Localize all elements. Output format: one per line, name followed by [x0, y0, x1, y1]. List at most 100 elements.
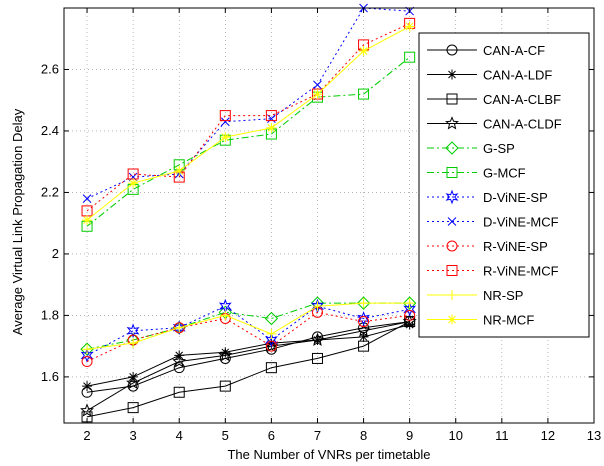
x-tick-label: 3 [130, 428, 137, 443]
legend-label: NR-SP [483, 288, 523, 303]
legend-label: D-ViNE-SP [483, 190, 548, 205]
data-point [219, 380, 231, 392]
data-point [356, 323, 371, 337]
legend-marker [446, 44, 458, 56]
y-axis-label: Average Virtual Link Propagation Delay [10, 108, 25, 335]
legend-label: CAN-A-LDF [483, 68, 552, 83]
data-point [404, 309, 416, 321]
data-point [174, 165, 185, 176]
series-line [86, 302, 410, 350]
y-tick-label: 1.6 [41, 369, 59, 384]
axes [63, 7, 595, 424]
x-tick-label: 7 [314, 428, 321, 443]
data-point [358, 316, 370, 328]
legend-entry: NR-SP [427, 288, 523, 303]
series-group [80, 3, 417, 423]
data-point [80, 403, 94, 417]
data-point [404, 298, 415, 309]
data-point [356, 296, 371, 310]
legend-entry: CAN-A-LDF [427, 68, 552, 83]
x-tick-label: 11 [495, 428, 509, 443]
legend-entry: CAN-A-CF [427, 43, 545, 58]
data-point [266, 338, 277, 349]
series-nr-sp [82, 298, 415, 355]
grid [64, 8, 595, 423]
series-line [86, 56, 411, 227]
data-point [358, 340, 370, 352]
data-point [174, 322, 185, 333]
legend-marker [446, 265, 458, 276]
data-point [82, 381, 93, 392]
series-line [86, 311, 410, 362]
x-tick-label: 5 [222, 428, 229, 443]
legend-box [418, 32, 590, 338]
data-point [172, 320, 186, 336]
data-point [266, 122, 277, 133]
data-point [311, 352, 323, 364]
data-point [82, 215, 93, 226]
data-point [310, 332, 325, 346]
x-tick-label: 12 [541, 428, 555, 443]
data-point [402, 296, 417, 310]
data-point [220, 117, 230, 127]
legend-label: CAN-A-CLDF [483, 117, 562, 132]
data-point [358, 46, 369, 57]
data-point [313, 80, 322, 90]
x-tick-label: 8 [360, 428, 367, 443]
series-line [86, 321, 410, 418]
data-point [358, 331, 369, 342]
data-point [358, 298, 369, 309]
data-point [265, 340, 277, 352]
x-tick-label: 13 [587, 428, 601, 443]
x-tick-label: 2 [83, 428, 90, 443]
data-point [357, 311, 371, 326]
x-tick-label: 10 [449, 428, 463, 443]
axes-frame [63, 7, 595, 424]
data-point [126, 375, 141, 389]
legend-marker [447, 314, 457, 325]
legend-entry: CAN-A-CLDF [427, 116, 562, 132]
series-line [86, 25, 410, 221]
series-nr-mcf [82, 21, 415, 226]
data-point [403, 301, 417, 317]
data-point [264, 311, 279, 326]
data-point [220, 347, 231, 358]
data-point [265, 110, 277, 122]
series-can-a-cldf [80, 314, 417, 417]
data-point [127, 402, 139, 414]
series-line [86, 321, 410, 412]
legend-label: G-SP [483, 141, 515, 156]
data-point [82, 194, 92, 203]
y-tick-label: 2 [52, 246, 59, 261]
series-line [86, 321, 410, 393]
data-point [312, 301, 323, 312]
data-point [404, 51, 416, 63]
data-point [81, 356, 93, 368]
legend-entry: G-MCF [427, 166, 526, 181]
legend-entry: R-ViNE-SP [427, 239, 548, 254]
data-point [266, 328, 277, 339]
legend-marker [445, 116, 459, 130]
x-tick-label: 6 [268, 428, 275, 443]
x-axis-label: The Number of VNRs per timetable [227, 447, 430, 462]
legend-label: NR-MCF [483, 313, 534, 328]
legend-entry: CAN-A-CLBF [427, 92, 561, 107]
data-point [173, 362, 185, 374]
legend-marker [445, 141, 459, 155]
data-point [128, 178, 139, 189]
series-can-a-clbf [81, 316, 416, 423]
legend-entry: D-ViNE-SP [427, 189, 548, 205]
legend-entry: D-ViNE-MCF [427, 215, 559, 230]
legend: CAN-A-CF CAN-A-LDF CAN-A-CLBF CAN-A-CLDF G-S… [418, 32, 590, 338]
legend-marker [445, 189, 459, 205]
legend-label: CAN-A-CLBF [483, 92, 561, 107]
data-point [220, 132, 231, 143]
data-point [126, 323, 140, 339]
legend-entry: NR-MCF [427, 313, 534, 328]
x-tick-label: 9 [406, 428, 413, 443]
legend-entry: R-ViNE-MCF [427, 264, 559, 279]
series-line [86, 302, 410, 350]
data-point [173, 386, 185, 398]
